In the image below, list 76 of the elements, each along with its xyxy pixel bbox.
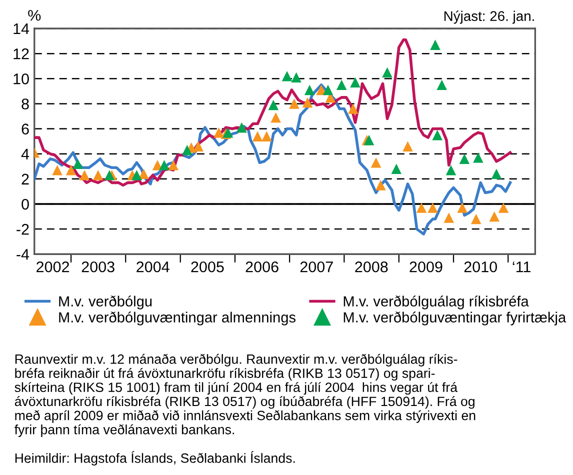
- point: [348, 104, 358, 114]
- point: [459, 154, 470, 164]
- legend-label: M.v. verðbólguvæntingar fyrirtækja: [344, 312, 566, 326]
- point: [66, 164, 76, 176]
- point: [428, 202, 438, 213]
- point: [473, 152, 484, 163]
- y-tick-label: 8: [22, 98, 29, 110]
- point: [370, 157, 382, 168]
- point: [470, 214, 482, 224]
- y-tick-label: 12: [14, 48, 29, 60]
- text: Nýjast: 26. jan.: [444, 10, 534, 24]
- text: Heimildir: Hagstofa Íslands, Seðlabanki Íslands.: [15, 451, 295, 466]
- point: [391, 164, 402, 174]
- y-tick-label: 4: [21, 148, 30, 160]
- point: [376, 180, 386, 190]
- x-tick-label: ‘11: [512, 262, 530, 272]
- point: [336, 80, 347, 90]
- text: Raunvextir m.v. 12 mánaða verðbólgu. Raunvextir m.v. verðbólguálag ríkis- bréfa reiknaðir út frá ávöxtunarkröfu ríkisbréfa (RIKB 13 0517) og spari- skírteina (RIKS 15 1001) fram til júní 2004 en frá júlí 2004 hins vegar út frá ávöxtunarkröfu ríkisbréfa (RIKB 13 0517) og íbúðabréfa (HFF 150914). Frá og með apríl 2009 er miðað við innlánsvexti Seðlabankans sem virka stýrivexti en fyrir þann tíma veðlánavexti bankans.: [14, 354, 476, 437]
- y-tick-label: -4: [16, 249, 30, 260]
- point: [304, 84, 315, 96]
- x-tick-label: 2007: [300, 261, 333, 272]
- x-tick-label: 2003: [82, 261, 114, 272]
- point: [92, 170, 104, 180]
- point: [159, 160, 170, 170]
- legend-label: M.v. verðbólguálag ríkisbréfa: [344, 296, 529, 310]
- point: [132, 170, 142, 180]
- point: [79, 170, 90, 180]
- point: [446, 164, 456, 176]
- point: [138, 168, 149, 180]
- point: [489, 211, 500, 222]
- y-tick-label: 6: [22, 124, 29, 134]
- x-tick-label: 2004: [136, 261, 170, 272]
- point: [252, 131, 263, 142]
- point: [289, 98, 300, 109]
- y-tick-label: 2: [22, 174, 29, 184]
- point: [193, 141, 204, 152]
- point: [436, 80, 447, 90]
- point: [268, 100, 279, 110]
- point: [416, 202, 427, 213]
- point: [430, 40, 440, 50]
- point: [457, 202, 468, 213]
- point: [491, 168, 502, 180]
- y-tick-label: 10: [14, 74, 29, 84]
- point: [222, 127, 234, 138]
- point: [262, 131, 272, 142]
- y-tick-label: -2: [16, 224, 29, 235]
- point: [291, 72, 302, 83]
- x-tick-label: 2008: [355, 261, 388, 272]
- point: [104, 170, 115, 180]
- x-tick-label: 2009: [410, 261, 442, 272]
- y-tick-label: 14: [14, 24, 30, 34]
- point: [52, 164, 62, 176]
- y-tick-label: 0: [22, 198, 29, 210]
- point: [182, 144, 192, 156]
- x-tick-label: 2005: [191, 261, 224, 272]
- line-series: [34, 38, 512, 187]
- point: [72, 158, 83, 170]
- point: [402, 141, 413, 152]
- x-tick-label: 2006: [246, 261, 278, 272]
- line-series: [34, 84, 512, 236]
- y-axis-title: %: [28, 10, 41, 21]
- point: [444, 212, 454, 223]
- point: [168, 160, 178, 170]
- point: [432, 130, 443, 140]
- point: [498, 202, 509, 213]
- point: [214, 127, 224, 138]
- x-tick-label: 2002: [36, 261, 70, 272]
- point: [270, 112, 281, 123]
- x-tick-label: 2010: [464, 261, 497, 272]
- legend-label: M.v. verðbólgu: [59, 296, 152, 310]
- legend-label: M.v. verðbólguvæntingar almennings: [59, 312, 296, 326]
- point: [302, 97, 313, 108]
- point: [350, 77, 360, 88]
- point: [322, 84, 334, 96]
- point: [382, 67, 392, 78]
- point: [282, 70, 292, 82]
